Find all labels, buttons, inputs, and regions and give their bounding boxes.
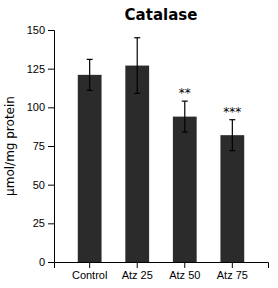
- x-tick-label: Atz 75: [217, 269, 248, 281]
- y-tick: 25: [33, 217, 54, 229]
- significance-label: ***: [223, 105, 241, 119]
- significance-label: **: [179, 86, 191, 100]
- y-tick-mark: [48, 262, 54, 263]
- bar: [125, 66, 149, 262]
- x-tick-mark: [184, 262, 185, 268]
- error-bar: [87, 59, 93, 90]
- x-tick-mark: [89, 262, 90, 268]
- error-bar-cap: [134, 37, 140, 38]
- x-tick-label: Atz 50: [169, 269, 200, 281]
- x-tick-label: Control: [72, 269, 107, 281]
- bar: [173, 117, 197, 262]
- x-axis: Control Atz 25 Atz 50 Atz 75: [55, 262, 269, 281]
- y-tick-mark: [48, 107, 54, 108]
- y-axis-line: [48, 31, 55, 263]
- error-bar-stem: [232, 120, 233, 151]
- y-tick: 50: [33, 179, 54, 191]
- y-axis-title: μmol/mg protein: [3, 96, 17, 196]
- error-bar-stem: [184, 101, 185, 132]
- error-bar: [182, 101, 188, 132]
- y-tick: 100: [27, 101, 54, 113]
- y-tick-label: 0: [39, 256, 45, 268]
- y-tick-label: 100: [27, 101, 45, 113]
- x-tick: Atz 75: [217, 262, 248, 281]
- y-tick-mark: [48, 185, 54, 186]
- error-bar: [229, 120, 235, 151]
- bar: [78, 75, 102, 262]
- error-bar-cap: [182, 101, 188, 102]
- y-tick-label: 50: [33, 179, 45, 191]
- y-tick-mark: [48, 30, 54, 31]
- y-tick-label: 150: [27, 24, 45, 36]
- y-tick-mark: [48, 223, 54, 224]
- y-tick-mark: [48, 146, 54, 147]
- title: Catalase: [125, 6, 198, 24]
- error-bar-stem: [89, 59, 90, 90]
- x-tick-label: Atz 25: [122, 269, 153, 281]
- y-axis: 0 25 50 75 100 125 150: [27, 24, 55, 268]
- chart: 0 25 50 75 100 125 150 Control Atz 25 Atz 50 Atz 7…: [0, 0, 278, 288]
- error-bar: [134, 38, 140, 94]
- x-tick: Atz 25: [122, 262, 153, 281]
- y-tick: 75: [33, 140, 54, 152]
- x-tick: Control: [72, 262, 107, 281]
- error-bar-cap: [87, 59, 93, 60]
- error-bar-cap: [87, 90, 93, 91]
- marks: [78, 38, 244, 262]
- plot: 0 25 50 75 100 125 150 Control Atz 25 Atz 50 Atz 7…: [27, 24, 269, 281]
- bar: [220, 135, 244, 262]
- y-tick: 150: [27, 24, 54, 36]
- y-tick: 0: [39, 256, 54, 268]
- error-bar-cap: [229, 119, 235, 120]
- x-tick-mark: [137, 262, 138, 268]
- y-tick-label: 125: [27, 63, 45, 75]
- y-tick: 125: [27, 63, 54, 75]
- error-bar-cap: [134, 93, 140, 94]
- error-bar-cap: [229, 150, 235, 151]
- y-tick-label: 25: [33, 217, 45, 229]
- x-tick-mark: [232, 262, 233, 268]
- error-bar-stem: [137, 38, 138, 94]
- error-bar-cap: [182, 131, 188, 132]
- x-axis-line: [55, 263, 269, 269]
- x-tick: Atz 50: [169, 262, 200, 281]
- y-tick-mark: [48, 69, 54, 70]
- y-tick-label: 75: [33, 140, 45, 152]
